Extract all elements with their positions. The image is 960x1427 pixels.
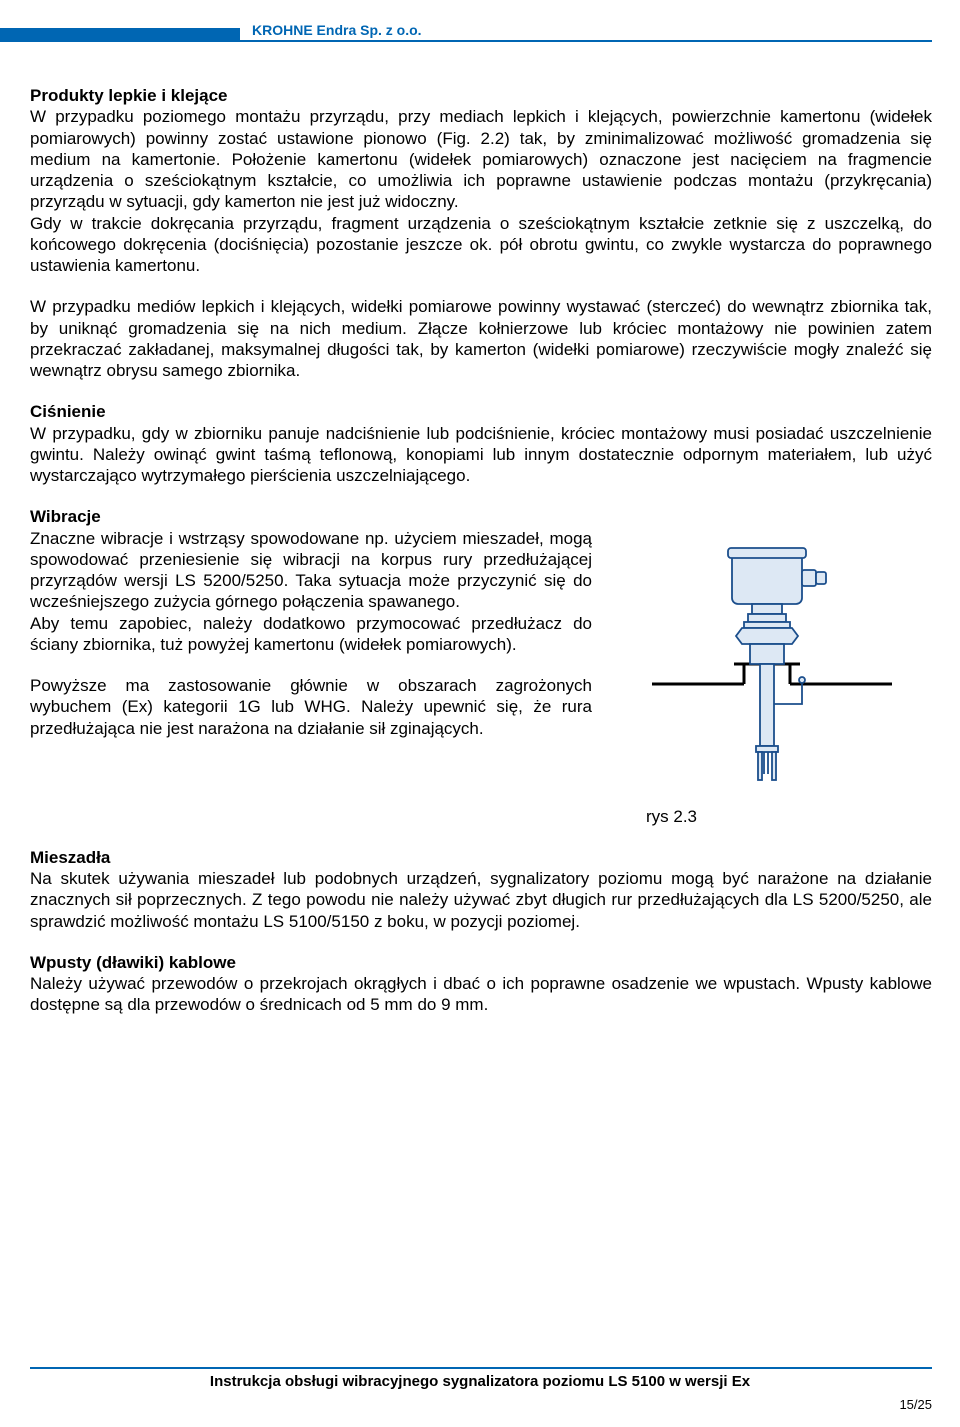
header-color-bar (0, 28, 240, 40)
figure-caption: rys 2.3 (646, 806, 932, 827)
para-s3p2: Aby temu zapobiec, należy dodatkowo przy… (30, 613, 592, 656)
heading-mieszadla: Mieszadła (30, 847, 932, 868)
para-s2p1: W przypadku, gdy w zbiorniku panuje nadc… (30, 423, 932, 487)
heading-produkty: Produkty lepkie i klejące (30, 85, 932, 106)
para-s4p1: Na skutek używania mieszadeł lub podobny… (30, 868, 932, 932)
footer-divider (30, 1367, 932, 1369)
heading-wibracje: Wibracje (30, 506, 932, 527)
para-s1p1: W przypadku poziomego montażu przyrządu,… (30, 106, 932, 212)
page-content: Produkty lepkie i klejące W przypadku po… (30, 85, 932, 1016)
header-company: KROHNE Endra Sp. z o.o. (252, 22, 422, 40)
heading-wpusty: Wpusty (dławiki) kablowe (30, 952, 932, 973)
heading-cisnienie: Ciśnienie (30, 401, 932, 422)
page-number: 15/25 (899, 1397, 932, 1413)
para-s5p1: Należy używać przewodów o przekrojach ok… (30, 973, 932, 1016)
para-s1p3: W przypadku mediów lepkich i klejących, … (30, 296, 932, 381)
para-s1p2: Gdy w trakcie dokręcania przyrządu, frag… (30, 213, 932, 277)
para-s3p3: Powyższe ma zastosowanie głównie w obsza… (30, 675, 592, 739)
footer-title: Instrukcja obsługi wibracyjnego sygnaliz… (0, 1373, 960, 1392)
figure-2-3 (652, 534, 892, 784)
header-underline (0, 40, 932, 42)
para-s3p1: Znaczne wibracje i wstrząsy spowodowane … (30, 528, 592, 613)
